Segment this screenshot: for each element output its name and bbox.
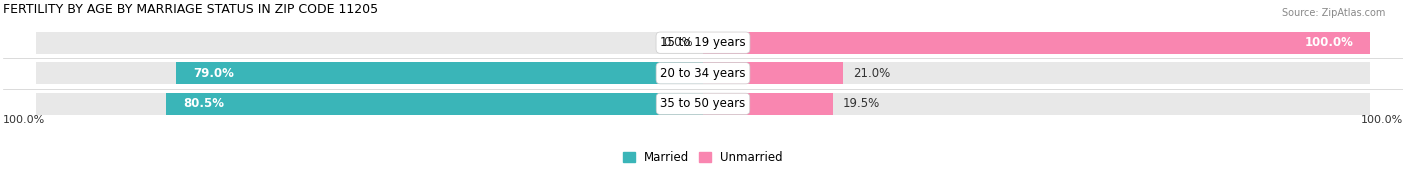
Bar: [703, 32, 1369, 54]
Text: 15 to 19 years: 15 to 19 years: [661, 36, 745, 49]
Text: FERTILITY BY AGE BY MARRIAGE STATUS IN ZIP CODE 11205: FERTILITY BY AGE BY MARRIAGE STATUS IN Z…: [3, 3, 378, 16]
Text: 100.0%: 100.0%: [3, 115, 45, 125]
Text: 0.0%: 0.0%: [664, 36, 693, 49]
Bar: [176, 62, 703, 84]
Bar: [703, 32, 1369, 54]
Bar: [37, 32, 703, 54]
Bar: [37, 62, 703, 84]
Text: 21.0%: 21.0%: [853, 67, 890, 80]
Text: 35 to 50 years: 35 to 50 years: [661, 97, 745, 110]
Text: 80.5%: 80.5%: [183, 97, 224, 110]
Text: 19.5%: 19.5%: [844, 97, 880, 110]
Text: 100.0%: 100.0%: [1305, 36, 1353, 49]
Bar: [37, 93, 703, 115]
Bar: [703, 62, 844, 84]
Text: Source: ZipAtlas.com: Source: ZipAtlas.com: [1281, 8, 1385, 18]
Text: 20 to 34 years: 20 to 34 years: [661, 67, 745, 80]
Bar: [703, 93, 1369, 115]
Bar: [703, 62, 1369, 84]
Bar: [166, 93, 703, 115]
Text: 100.0%: 100.0%: [1361, 115, 1403, 125]
Text: 79.0%: 79.0%: [193, 67, 233, 80]
Bar: [703, 93, 832, 115]
Legend: Married, Unmarried: Married, Unmarried: [619, 146, 787, 169]
